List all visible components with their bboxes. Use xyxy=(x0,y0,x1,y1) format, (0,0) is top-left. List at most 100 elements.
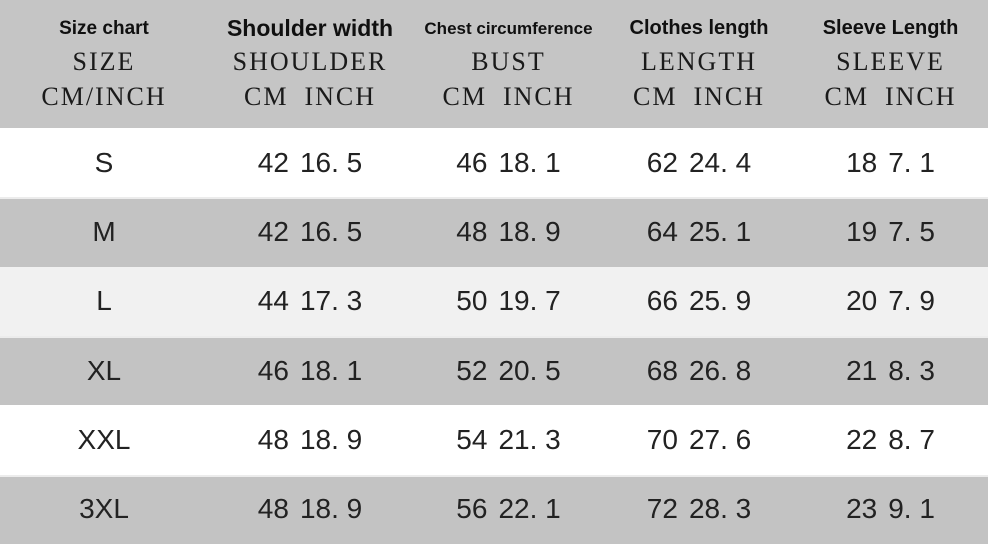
table-row-s: S 42 16. 5 46 18. 1 62 24. 4 18 7. 1 xyxy=(0,128,988,198)
sleeve-value-cell: 22 8. 7 xyxy=(793,424,988,456)
length-value-cell: 72 28. 3 xyxy=(605,493,793,525)
header-shoulder-subtitle: SHOULDER xyxy=(232,47,388,76)
header-bust-title: Chest circumference xyxy=(424,19,593,38)
bust-value-cell: 54 21. 3 xyxy=(412,424,605,456)
sleeve-cm-value: 21 xyxy=(846,354,878,386)
bust-cm-value: 48 xyxy=(456,215,488,247)
shoulder-inch-value: 18. 1 xyxy=(299,354,363,386)
sleeve-inch-value: 8. 3 xyxy=(888,354,935,386)
shoulder-cm-value: 44 xyxy=(257,285,289,317)
bust-value-cell: 56 22. 1 xyxy=(412,493,605,525)
sleeve-cm-value: 23 xyxy=(846,493,878,525)
sleeve-cm-value: 20 xyxy=(846,285,878,317)
shoulder-inch-value: 16. 5 xyxy=(299,146,363,178)
table-row-xxl: XXL 48 18. 9 54 21. 3 70 27. 6 22 8. 7 xyxy=(0,405,988,475)
size-value: M xyxy=(92,215,116,247)
bust-value-cell: 52 20. 5 xyxy=(412,355,605,387)
sleeve-cm-value: 19 xyxy=(846,215,878,247)
header-size: Size chart SIZE CM/INCH xyxy=(0,0,208,128)
table-row-3xl: 3XL 48 18. 9 56 22. 1 72 28. 3 23 9. 1 xyxy=(0,474,988,544)
shoulder-value-cell: 48 18. 9 xyxy=(208,424,412,456)
header-length-title: Clothes length xyxy=(629,17,769,39)
sleeve-cm-value: 22 xyxy=(846,423,878,455)
shoulder-value-cell: 42 16. 5 xyxy=(208,216,412,248)
shoulder-cm-value: 42 xyxy=(257,215,289,247)
header-shoulder: Shoulder width SHOULDER CM INCH xyxy=(208,0,412,128)
bust-cm-value: 56 xyxy=(456,493,488,525)
length-cm-value: 72 xyxy=(646,493,678,525)
table-header: Size chart SIZE CM/INCH Shoulder width S… xyxy=(0,0,988,128)
length-cm-value: 64 xyxy=(646,215,678,247)
header-sleeve-unit-cm: CM xyxy=(824,82,869,111)
sleeve-inch-value: 9. 1 xyxy=(888,493,935,525)
shoulder-inch-value: 17. 3 xyxy=(299,285,363,317)
length-cm-value: 66 xyxy=(646,285,678,317)
header-shoulder-units: CM INCH xyxy=(244,79,376,114)
bust-cm-value: 46 xyxy=(456,146,488,178)
header-size-title: Size chart xyxy=(59,18,149,39)
bust-cm-value: 52 xyxy=(456,354,488,386)
length-value-cell: 66 25. 9 xyxy=(605,285,793,317)
shoulder-value-cell: 48 18. 9 xyxy=(208,493,412,525)
shoulder-inch-value: 16. 5 xyxy=(299,215,363,247)
size-value: XXL xyxy=(77,423,131,455)
table-row-l: L 44 17. 3 50 19. 7 66 25. 9 20 7. 9 xyxy=(0,266,988,336)
bust-value-cell: 50 19. 7 xyxy=(412,285,605,317)
sleeve-inch-value: 7. 9 xyxy=(888,285,935,317)
shoulder-cm-value: 48 xyxy=(257,493,289,525)
table-row-m: M 42 16. 5 48 18. 9 64 25. 1 19 7. 5 xyxy=(0,197,988,267)
length-inch-value: 25. 9 xyxy=(688,285,752,317)
length-cm-value: 68 xyxy=(646,354,678,386)
header-length: Clothes length LENGTH CM INCH xyxy=(605,0,793,128)
shoulder-value-cell: 46 18. 1 xyxy=(208,355,412,387)
length-inch-value: 28. 3 xyxy=(688,493,752,525)
sleeve-value-cell: 18 7. 1 xyxy=(793,147,988,179)
length-value-cell: 68 26. 8 xyxy=(605,355,793,387)
header-length-unit-inch: INCH xyxy=(693,82,766,111)
sleeve-inch-value: 7. 5 xyxy=(888,215,935,247)
shoulder-inch-value: 18. 9 xyxy=(299,493,363,525)
length-inch-value: 27. 6 xyxy=(688,423,752,455)
length-value-cell: 62 24. 4 xyxy=(605,147,793,179)
shoulder-value-cell: 42 16. 5 xyxy=(208,147,412,179)
header-length-subtitle: LENGTH xyxy=(641,47,757,76)
header-bust-unit-cm: CM xyxy=(442,82,487,111)
header-bust-unit-inch: INCH xyxy=(502,82,575,111)
sleeve-value-cell: 20 7. 9 xyxy=(793,285,988,317)
length-value-cell: 70 27. 6 xyxy=(605,424,793,456)
header-bust-units: CM INCH xyxy=(442,79,574,114)
bust-cm-value: 50 xyxy=(456,285,488,317)
bust-value-cell: 48 18. 9 xyxy=(412,216,605,248)
shoulder-cm-value: 46 xyxy=(257,354,289,386)
bust-inch-value: 18. 9 xyxy=(498,215,561,247)
bust-inch-value: 19. 7 xyxy=(498,285,561,317)
header-shoulder-title: Shoulder width xyxy=(226,15,394,41)
shoulder-cm-value: 42 xyxy=(257,146,289,178)
size-value: L xyxy=(96,285,112,317)
bust-cm-value: 54 xyxy=(456,423,488,455)
table-row-xl: XL 46 18. 1 52 20. 5 68 26. 8 21 8. 3 xyxy=(0,335,988,406)
header-shoulder-unit-inch: INCH xyxy=(304,82,377,111)
sleeve-value-cell: 19 7. 5 xyxy=(793,216,988,248)
header-length-unit-cm: CM xyxy=(632,82,678,111)
length-cm-value: 70 xyxy=(646,423,678,455)
length-inch-value: 24. 4 xyxy=(688,146,752,178)
bust-inch-value: 21. 3 xyxy=(498,423,561,455)
shoulder-cm-value: 48 xyxy=(257,423,289,455)
header-sleeve-unit-inch: INCH xyxy=(884,82,957,111)
header-bust-subtitle: BUST xyxy=(471,47,546,76)
header-length-units: CM INCH xyxy=(633,79,765,114)
header-sleeve-title: Sleeve Length xyxy=(822,17,959,39)
size-value: S xyxy=(94,146,114,178)
shoulder-inch-value: 18. 9 xyxy=(299,423,363,455)
sleeve-inch-value: 8. 7 xyxy=(888,423,935,455)
header-sleeve-subtitle: SLEEVE xyxy=(836,47,945,76)
length-inch-value: 25. 1 xyxy=(688,215,752,247)
header-size-units: CM/INCH xyxy=(41,82,167,111)
size-value: 3XL xyxy=(79,493,129,525)
sleeve-cm-value: 18 xyxy=(846,146,878,178)
size-value: XL xyxy=(86,354,122,386)
sleeve-value-cell: 23 9. 1 xyxy=(793,493,988,525)
sleeve-value-cell: 21 8. 3 xyxy=(793,355,988,387)
